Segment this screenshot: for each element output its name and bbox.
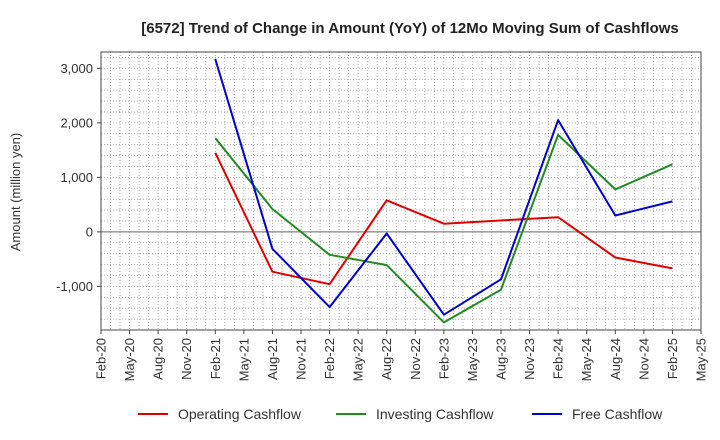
x-tick-label: May-20 [122, 338, 137, 381]
x-tick-label: Nov-22 [408, 338, 423, 380]
y-tick-label: 0 [86, 224, 93, 239]
chart-title: [6572] Trend of Change in Amount (YoY) o… [141, 20, 679, 37]
legend-label-operating-cashflow: Operating Cashflow [178, 406, 302, 422]
x-tick-label: Aug-22 [379, 338, 394, 380]
x-tick-label: Feb-24 [551, 338, 566, 379]
x-tick-label: Aug-23 [494, 338, 509, 380]
x-tick-label: Nov-21 [294, 338, 309, 380]
series-line-operating-cashflow [214, 152, 673, 286]
x-tick-label: Feb-20 [94, 338, 109, 379]
series-line-investing-cashflow [214, 133, 673, 324]
x-tick-label: Nov-20 [179, 338, 194, 380]
x-tick-label: Feb-25 [665, 338, 680, 379]
x-tick-label: May-23 [465, 338, 480, 381]
x-tick-label: May-21 [236, 338, 251, 381]
y-tick-label: 3,000 [60, 61, 93, 76]
legend-label-free-cashflow: Free Cashflow [572, 406, 663, 422]
legend: Operating Cashflow Investing Cashflow Free… [138, 406, 663, 422]
y-tick-label: -1,000 [56, 279, 93, 294]
x-tick-label: Feb-21 [208, 338, 223, 379]
grid [100, 52, 701, 331]
x-tick-label: Nov-24 [636, 338, 651, 380]
series-layer [214, 58, 673, 324]
x-tick-label: May-22 [351, 338, 366, 381]
axes: -1,000 0 1,000 2,000 3,000 Feb-20 May-20 Aug-20… [56, 51, 709, 381]
x-tick-label: Aug-20 [151, 338, 166, 380]
y-axis-label: Amount (million yen) [8, 133, 23, 252]
y-tick-label: 1,000 [60, 170, 93, 185]
legend-label-investing-cashflow: Investing Cashflow [376, 406, 494, 422]
x-tick-label: Feb-23 [436, 338, 451, 379]
x-tick-label: Aug-21 [265, 338, 280, 380]
x-tick-label: May-25 [694, 338, 709, 381]
x-tick-label: Aug-24 [608, 338, 623, 380]
plot-frame [100, 51, 702, 331]
x-tick-label: May-24 [579, 338, 594, 381]
x-tick-label: Nov-23 [522, 338, 537, 380]
x-tick-label: Feb-22 [322, 338, 337, 379]
series-line-free-cashflow [214, 58, 673, 316]
y-tick-label: 2,000 [60, 115, 93, 130]
